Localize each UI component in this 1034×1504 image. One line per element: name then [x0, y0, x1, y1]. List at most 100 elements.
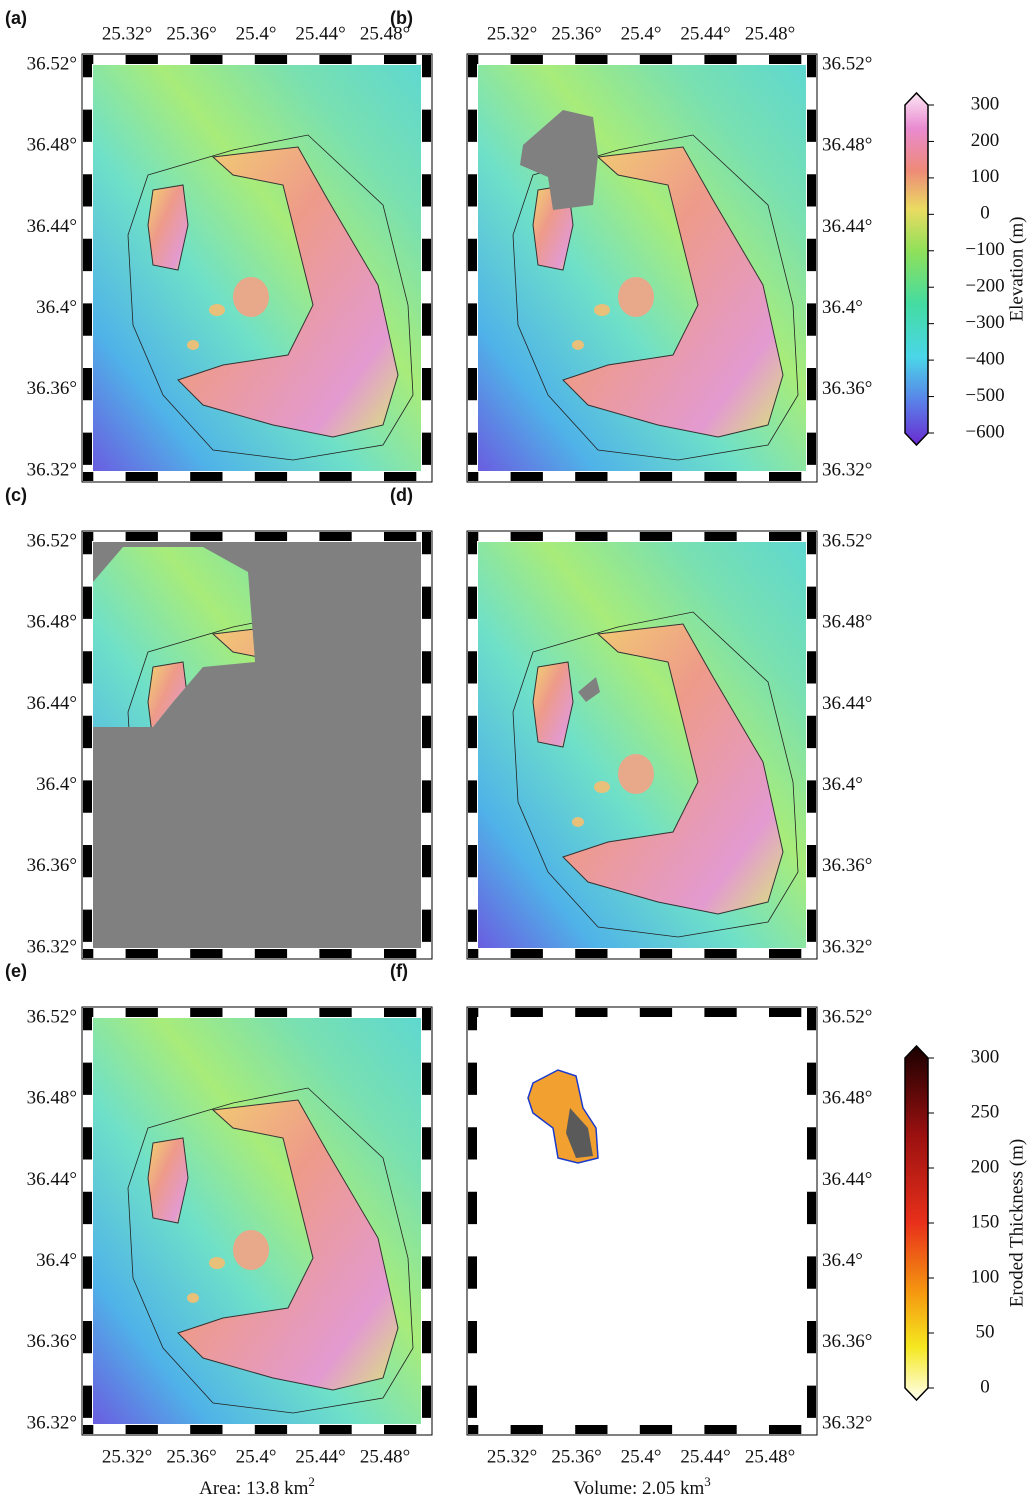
- map: [92, 1017, 422, 1425]
- lat-tick-label: 36.52°: [27, 1006, 77, 1027]
- map: [92, 64, 422, 472]
- lat-tick-label: 36.48°: [822, 1088, 872, 1109]
- lat-tick-label: 36.36°: [27, 378, 77, 399]
- lat-tick-label: 36.44°: [822, 693, 872, 714]
- colorbar-tick-label: −100: [965, 239, 1004, 260]
- lat-tick-label: 36.36°: [27, 855, 77, 876]
- lon-tick-label: 25.36°: [551, 23, 601, 44]
- lat-tick-label: 36.48°: [27, 1088, 77, 1109]
- lat-tick-label: 36.4°: [36, 1250, 77, 1271]
- colorbar-tick-label: 150: [971, 1211, 1000, 1232]
- colorbar-tick-label: 300: [971, 93, 1000, 114]
- lat-tick-label: 36.52°: [27, 53, 77, 74]
- panel-label: (a): [5, 8, 27, 28]
- lat-tick-label: 36.36°: [822, 855, 872, 876]
- lon-tick-label: 25.48°: [745, 23, 795, 44]
- masked-area: [520, 110, 598, 210]
- map: [477, 64, 807, 472]
- map: [478, 1018, 806, 1424]
- colorbar-tick-label: 50: [976, 1321, 995, 1342]
- lat-tick-label: 36.36°: [27, 1331, 77, 1352]
- lat-tick-label: 36.52°: [27, 530, 77, 551]
- colorbar-label: Elevation (m): [1006, 217, 1027, 322]
- lon-tick-label: 25.44°: [680, 23, 730, 44]
- lon-tick-label: 25.4°: [236, 1446, 277, 1467]
- lon-tick-label: 25.44°: [295, 1446, 345, 1467]
- lon-tick-label: 25.36°: [166, 23, 216, 44]
- lat-tick-label: 36.52°: [822, 530, 872, 551]
- map: [93, 542, 421, 948]
- map: [477, 541, 807, 949]
- colorbar-tick-label: −600: [965, 421, 1004, 442]
- colorbar-tick-label: −200: [965, 276, 1004, 297]
- lat-tick-label: 36.44°: [27, 693, 77, 714]
- footnote-text: Volume: 2.05 km: [573, 1478, 704, 1499]
- lat-tick-label: 36.32°: [27, 936, 77, 957]
- terrain: [92, 64, 422, 472]
- eroded-core: [566, 1108, 593, 1158]
- masked-area: [578, 677, 600, 702]
- lon-tick-label: 25.4°: [621, 1446, 662, 1467]
- panel-label: (c): [5, 485, 27, 505]
- lat-tick-label: 36.4°: [36, 297, 77, 318]
- lat-tick-label: 36.36°: [822, 378, 872, 399]
- lon-tick-label: 25.32°: [487, 1446, 537, 1467]
- colorbar-tick-label: −400: [965, 348, 1004, 369]
- footnote: Volume: 2.05 km3: [573, 1474, 711, 1499]
- panel-label: (b): [390, 8, 413, 28]
- lat-tick-label: 36.44°: [27, 216, 77, 237]
- colorbar-tick-label: 200: [971, 130, 1000, 151]
- lat-tick-label: 36.4°: [822, 774, 863, 795]
- terrain: [477, 64, 807, 472]
- lon-tick-label: 25.48°: [360, 1446, 410, 1467]
- colorbar-tick-label: −300: [965, 312, 1004, 333]
- lon-tick-label: 25.36°: [166, 1446, 216, 1467]
- lat-tick-label: 36.48°: [27, 135, 77, 156]
- lon-tick-label: 25.4°: [621, 23, 662, 44]
- lon-tick-label: 25.36°: [551, 1446, 601, 1467]
- lon-tick-label: 25.44°: [680, 1446, 730, 1467]
- lat-tick-label: 36.32°: [27, 459, 77, 480]
- lat-tick-label: 36.44°: [822, 216, 872, 237]
- lon-tick-label: 25.48°: [360, 23, 410, 44]
- panel-label: (d): [390, 485, 413, 505]
- lat-tick-label: 36.48°: [27, 612, 77, 633]
- footnote-sup: 3: [704, 1474, 711, 1489]
- panel-label: (f): [390, 961, 408, 981]
- lon-tick-label: 25.4°: [236, 23, 277, 44]
- lat-tick-label: 36.44°: [27, 1169, 77, 1190]
- colorbar-tick-label: 100: [971, 166, 1000, 187]
- lat-tick-label: 36.32°: [822, 1412, 872, 1433]
- lon-tick-label: 25.48°: [745, 1446, 795, 1467]
- colorbar-label: Eroded Thickness (m): [1006, 1139, 1027, 1308]
- lat-tick-label: 36.52°: [822, 1006, 872, 1027]
- colorbar-tick-label: 0: [980, 1376, 990, 1397]
- lat-tick-label: 36.4°: [822, 1250, 863, 1271]
- colorbar-tick-label: 250: [971, 1101, 1000, 1122]
- terrain: [92, 1017, 422, 1425]
- lat-tick-label: 36.32°: [822, 936, 872, 957]
- lat-tick-label: 36.32°: [822, 459, 872, 480]
- colorbar: [904, 91, 929, 447]
- terrain: [477, 541, 807, 949]
- colorbar: [904, 1044, 929, 1402]
- blank-map: [478, 1018, 806, 1424]
- footnote-sup: 2: [308, 1474, 315, 1489]
- colorbar-tick-label: 300: [971, 1046, 1000, 1067]
- lon-tick-label: 25.32°: [102, 1446, 152, 1467]
- lon-tick-label: 25.32°: [102, 23, 152, 44]
- lat-tick-label: 36.52°: [822, 53, 872, 74]
- lon-tick-label: 25.32°: [487, 23, 537, 44]
- lat-tick-label: 36.32°: [27, 1412, 77, 1433]
- lon-tick-label: 25.44°: [295, 23, 345, 44]
- lat-tick-label: 36.36°: [822, 1331, 872, 1352]
- colorbar-tick-label: 0: [980, 203, 990, 224]
- lat-tick-label: 36.48°: [822, 612, 872, 633]
- footnote-text: Area: 13.8 km: [199, 1478, 308, 1499]
- footnote: Area: 13.8 km2: [199, 1474, 315, 1499]
- colorbar-tick-label: −500: [965, 385, 1004, 406]
- lat-tick-label: 36.4°: [36, 774, 77, 795]
- colorbar-tick-label: 200: [971, 1156, 1000, 1177]
- lat-tick-label: 36.48°: [822, 135, 872, 156]
- lat-tick-label: 36.44°: [822, 1169, 872, 1190]
